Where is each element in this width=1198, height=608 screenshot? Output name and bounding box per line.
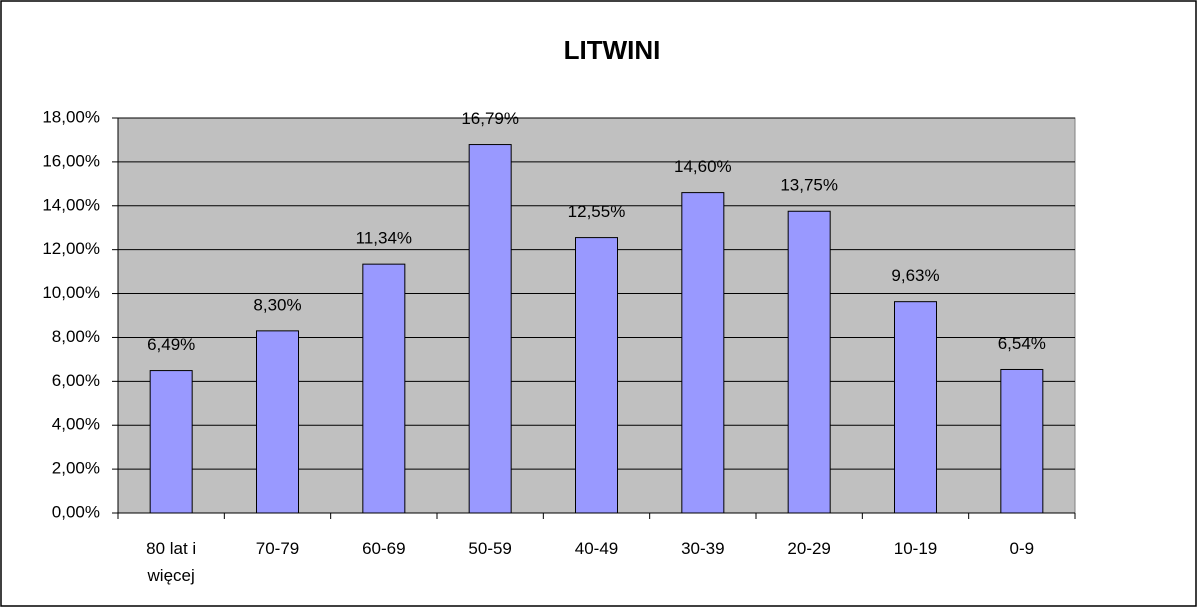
x-tick-label: 30-39 [681, 539, 725, 558]
bar [681, 192, 725, 514]
y-tick-label: 10,00% [42, 283, 100, 302]
bar [1000, 368, 1044, 514]
value-label: 16,79% [461, 109, 519, 128]
bar [787, 210, 831, 514]
x-tick-label: 40-49 [574, 539, 619, 558]
y-tick-label: 0,00% [52, 502, 100, 521]
x-tick-label: 50-59 [468, 539, 512, 558]
y-tick-label: 2,00% [52, 459, 100, 478]
y-tick-label: 16,00% [42, 151, 100, 170]
x-tick-label: 70-79 [255, 539, 300, 558]
x-tick-label: 0-9 [1009, 539, 1035, 558]
chart-title: LITWINI [564, 35, 661, 65]
bar [256, 330, 299, 514]
bar [468, 144, 512, 514]
y-tick-label: 14,00% [42, 195, 100, 214]
y-tick-label: 18,00% [42, 107, 100, 126]
bar [362, 263, 406, 514]
y-tick-label: 4,00% [52, 415, 100, 434]
x-tick-label: 60-69 [362, 539, 406, 558]
bar [575, 237, 618, 514]
value-label: 8,30% [253, 295, 301, 314]
y-tick-label: 8,00% [52, 327, 100, 346]
value-label: 13,75% [780, 176, 838, 195]
value-label: 12,55% [568, 202, 626, 221]
bar [149, 370, 193, 514]
x-tick-label: 10-19 [893, 539, 938, 558]
value-label: 6,49% [147, 335, 195, 354]
bar [894, 301, 937, 514]
y-tick-label: 12,00% [42, 239, 100, 258]
value-label: 9,63% [891, 266, 939, 285]
value-label: 11,34% [356, 229, 412, 248]
y-tick-label: 6,00% [52, 371, 100, 390]
x-tick-label: 20-29 [787, 539, 831, 558]
value-label: 6,54% [998, 334, 1046, 353]
x-tick-label: 80 lat i więcej [146, 539, 197, 585]
value-label: 14,60% [674, 157, 732, 176]
